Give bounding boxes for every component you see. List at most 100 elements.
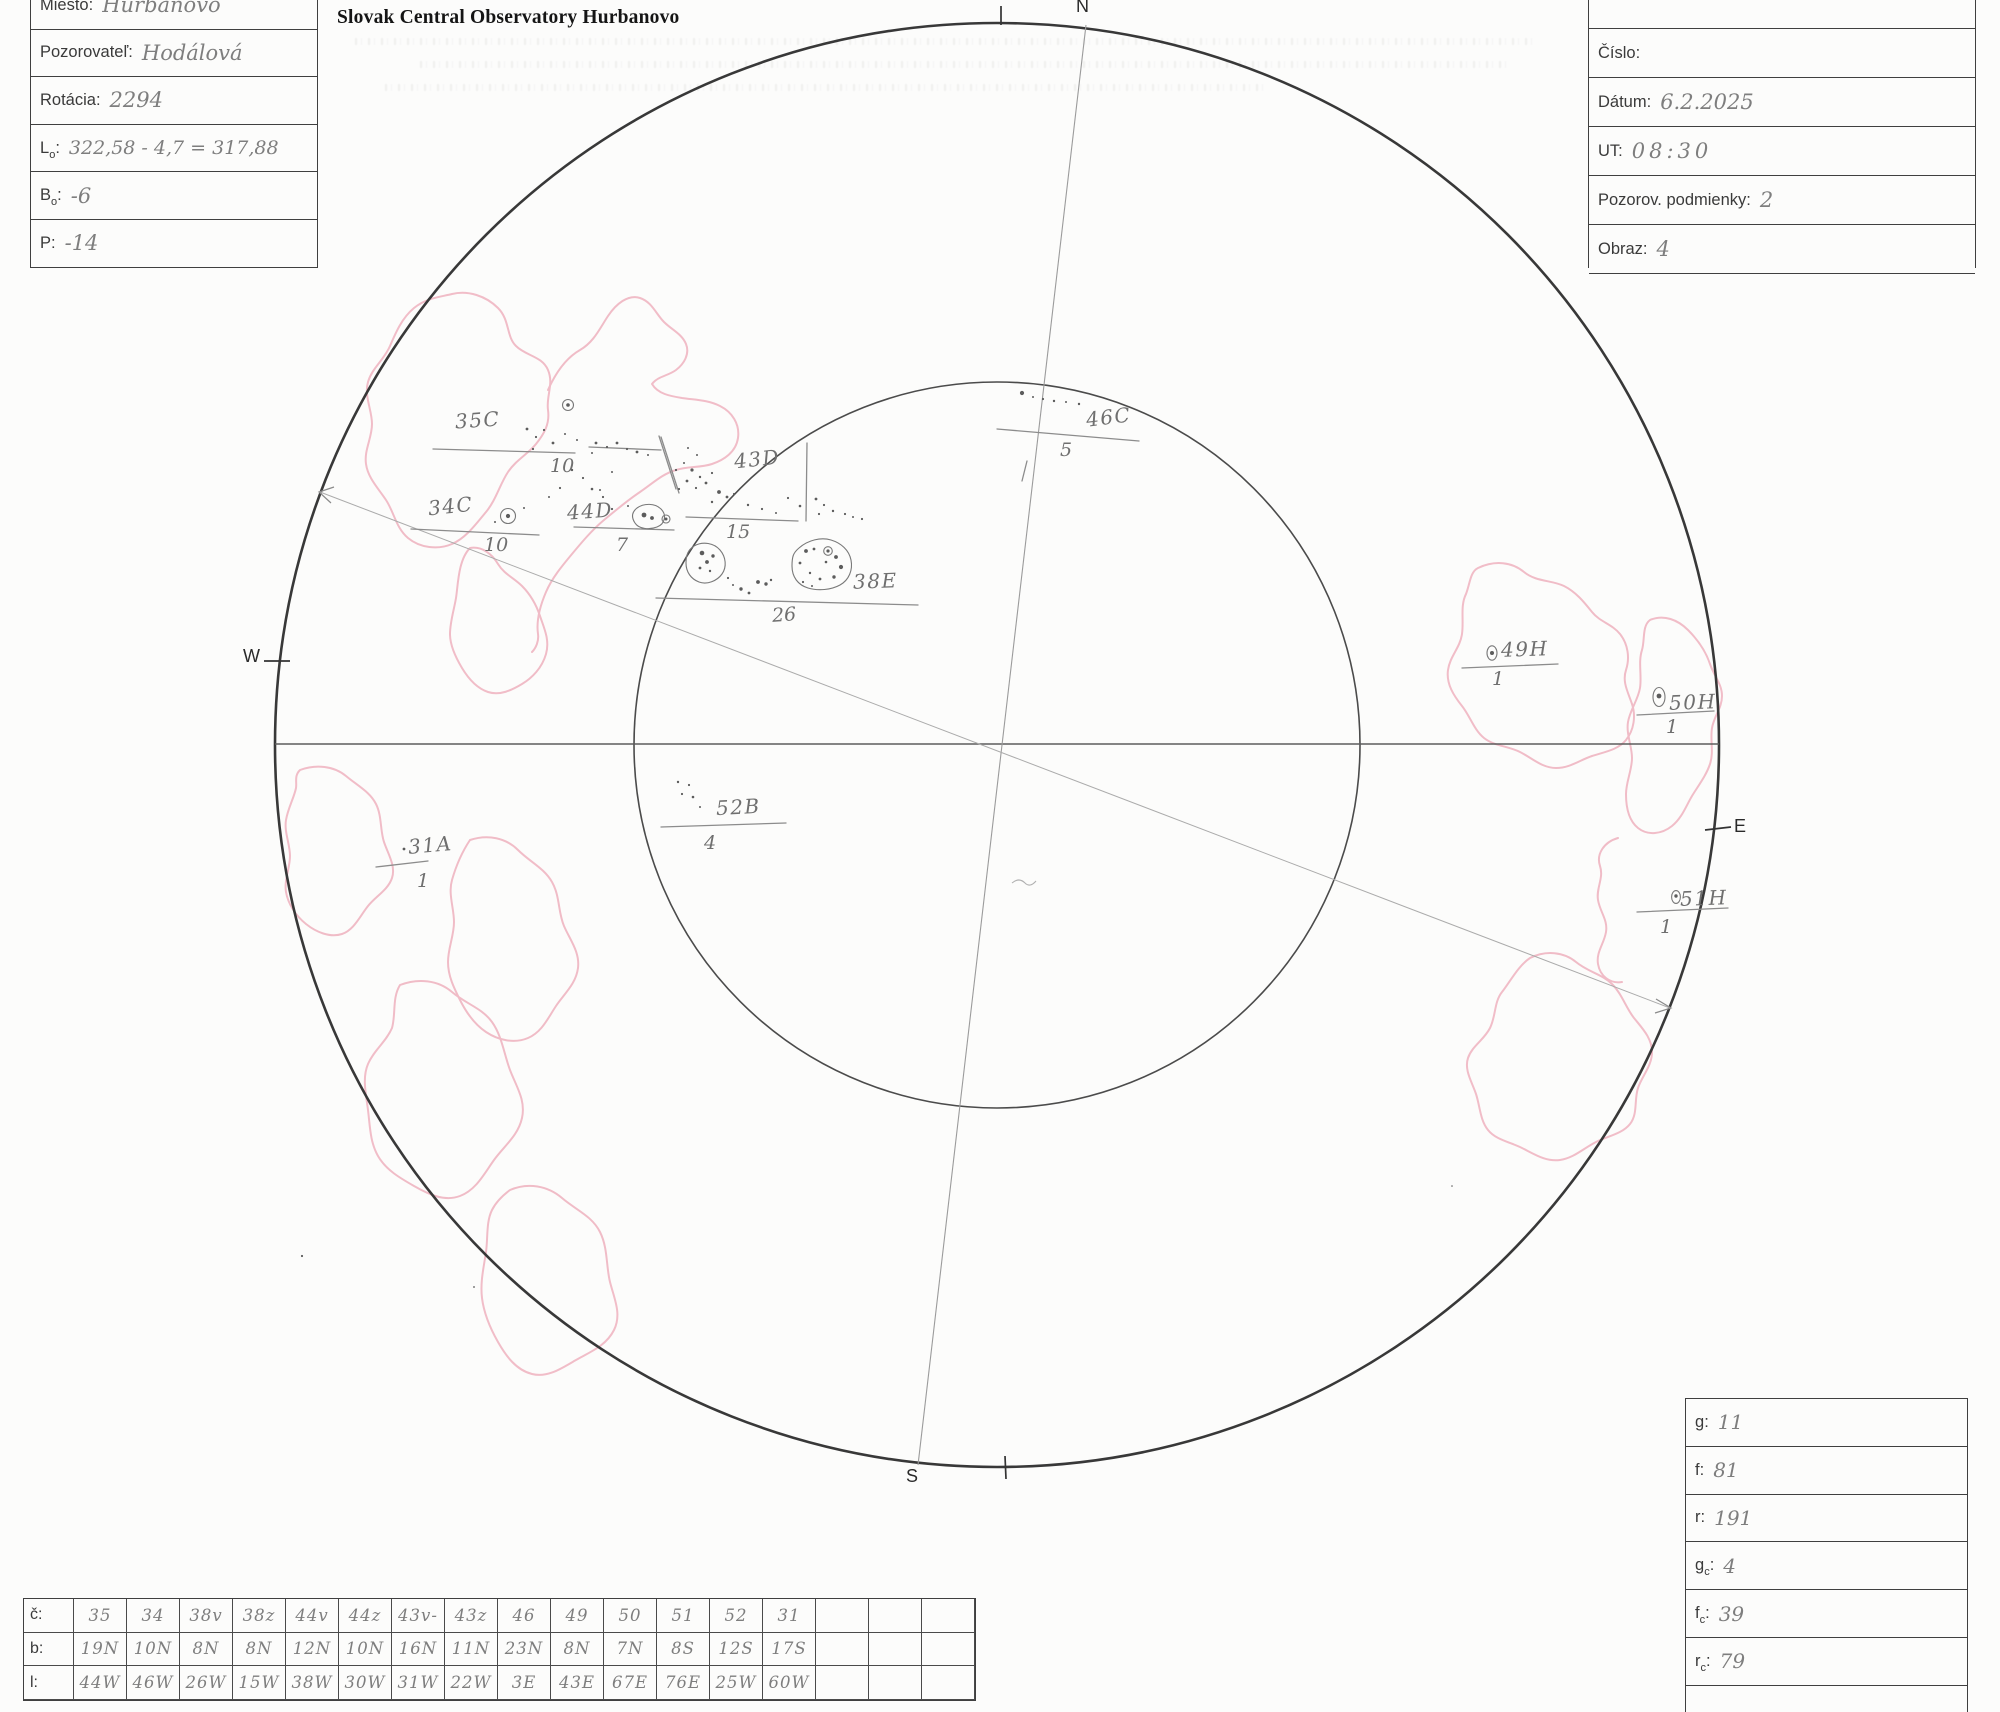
- field-rotacia: Rotácia: 2294: [31, 77, 317, 125]
- scan-noise: [355, 38, 1535, 45]
- table-cell: 44v: [286, 1599, 339, 1633]
- field-label: Bo:: [40, 186, 62, 209]
- group-count-43D: 15: [726, 521, 751, 543]
- table-cell: [869, 1666, 922, 1700]
- field-value: 4: [1723, 1553, 1737, 1578]
- table-cell: [816, 1599, 869, 1633]
- table-cell: 26W: [180, 1666, 233, 1700]
- table-cell: 46W: [127, 1666, 180, 1700]
- field-value: 322,58 - 4,7 = 317,88: [68, 137, 279, 160]
- group-marker-lines: [375, 428, 1729, 913]
- field-f: f: 81: [1686, 1447, 1967, 1495]
- table-cell: 8N: [233, 1632, 286, 1667]
- table-cell: 15W: [233, 1666, 286, 1700]
- position-table: č: 35 34 38v 38z 44v 44z 43v- 43z 46 49 50 51 52 31 b: 1…: [23, 1598, 976, 1701]
- field-value: 4: [1656, 237, 1670, 261]
- field-value: Hurbanovo: [102, 0, 221, 18]
- table-cell: 10N: [127, 1632, 180, 1667]
- field-label: f:: [1695, 1460, 1705, 1479]
- scan-noise: [385, 84, 1265, 91]
- compass-ticks: [264, 6, 1732, 1480]
- table-cell: 43z: [445, 1599, 498, 1633]
- table-cell: 22W: [445, 1666, 498, 1700]
- table-cell: 25W: [710, 1666, 763, 1700]
- table-cell: 8N: [551, 1632, 604, 1667]
- field-gc: gc: 4: [1686, 1542, 1967, 1591]
- north-south-axis-line: [917, 24, 1087, 1466]
- group-label-43D: 43D: [732, 444, 782, 474]
- equator-arrowhead-east: [1654, 998, 1673, 1014]
- table-cell: [816, 1666, 869, 1700]
- table-cell: [922, 1666, 975, 1700]
- table-cell: 38W: [286, 1666, 339, 1700]
- field-label: r:: [1695, 1508, 1706, 1527]
- solar-limb-circle: [273, 21, 1721, 1469]
- table-cell: 31: [763, 1599, 816, 1633]
- table-cell: 34: [127, 1599, 180, 1633]
- field-value: 81: [1713, 1458, 1739, 1483]
- field-value: 191: [1714, 1505, 1753, 1530]
- group-count-51H: 1: [1660, 916, 1673, 938]
- scan-noise: [420, 61, 1510, 68]
- field-label: Rotácia:: [40, 90, 101, 109]
- table-cell: 44W: [74, 1666, 127, 1700]
- field-value: Hodálová: [141, 40, 243, 65]
- table-cell: 51: [657, 1599, 710, 1633]
- observation-form-right: Číslo: Dátum: 6.2.2025 UT: 08:30 Pozorov…: [1588, 0, 1976, 274]
- equator-line: [319, 491, 1671, 1009]
- table-cell: 76E: [657, 1666, 710, 1700]
- disk-grid: [264, 6, 1732, 1480]
- table-cell: 23N: [498, 1632, 551, 1667]
- field-g: g: 11: [1686, 1399, 1967, 1447]
- field-value: 79: [1719, 1649, 1746, 1674]
- inner-grid-circle: [633, 381, 1361, 1109]
- group-count-46C: 5: [1060, 439, 1073, 461]
- table-row-label: č:: [24, 1599, 74, 1633]
- group-label-35C: 35C: [454, 406, 502, 434]
- form-stub-row: [1686, 1686, 1967, 1712]
- group-label-31A: 31A: [407, 831, 454, 859]
- table-cell: 38z: [233, 1599, 286, 1633]
- field-datum: Dátum: 6.2.2025: [1589, 78, 1975, 127]
- field-pozorovatel: Pozorovateľ: Hodálová: [31, 30, 317, 78]
- field-podmienky: Pozorov. podmienky: 2: [1589, 176, 1975, 225]
- equator-arrowhead-west: [317, 486, 335, 504]
- group-count-35C: 10: [550, 455, 575, 477]
- table-cell: [922, 1632, 975, 1667]
- field-label: fc:: [1695, 1604, 1710, 1627]
- table-cell: 30W: [339, 1666, 392, 1700]
- group-label-50H: 50H: [1668, 689, 1717, 715]
- observation-form-left: Miesto: Hurbanovo Pozorovateľ: Hodálová …: [30, 0, 318, 268]
- group-count-34C: 10: [484, 534, 509, 556]
- table-cell: 16N: [392, 1632, 445, 1667]
- table-cell: 8N: [180, 1632, 233, 1667]
- field-label: Pozorov. podmienky:: [1598, 190, 1751, 209]
- field-label: g:: [1695, 1412, 1709, 1431]
- field-value: 6.2.2025: [1660, 90, 1754, 114]
- center-pencil-smudge: [1011, 879, 1037, 886]
- field-value: 11: [1717, 1410, 1744, 1435]
- group-label-38E: 38E: [852, 568, 898, 594]
- sunspots: [300, 390, 1678, 1288]
- table-cell: 12S: [710, 1632, 763, 1667]
- field-obraz: Obraz: 4: [1589, 225, 1975, 274]
- table-cell: 52: [710, 1599, 763, 1633]
- group-label-34C: 34C: [426, 491, 475, 521]
- compass-east-label: E: [1734, 816, 1747, 836]
- table-cell: 38v: [180, 1599, 233, 1633]
- table-cell: 43v-: [392, 1599, 445, 1633]
- group-count-49H: 1: [1492, 668, 1505, 690]
- field-value: -6: [70, 183, 92, 208]
- field-label: P:: [40, 233, 56, 252]
- field-label: gc:: [1695, 1556, 1715, 1579]
- table-cell: 19N: [74, 1632, 127, 1667]
- field-miesto: Miesto: Hurbanovo: [31, 0, 317, 30]
- table-cell: [816, 1632, 869, 1667]
- field-fc: fc: 39: [1686, 1590, 1967, 1638]
- field-r: r: 191: [1686, 1495, 1967, 1543]
- table-cell: 31W: [392, 1666, 445, 1700]
- field-rc: rc: 79: [1686, 1638, 1967, 1686]
- field-value: 2: [1759, 188, 1774, 212]
- field-label: Číslo:: [1598, 43, 1641, 62]
